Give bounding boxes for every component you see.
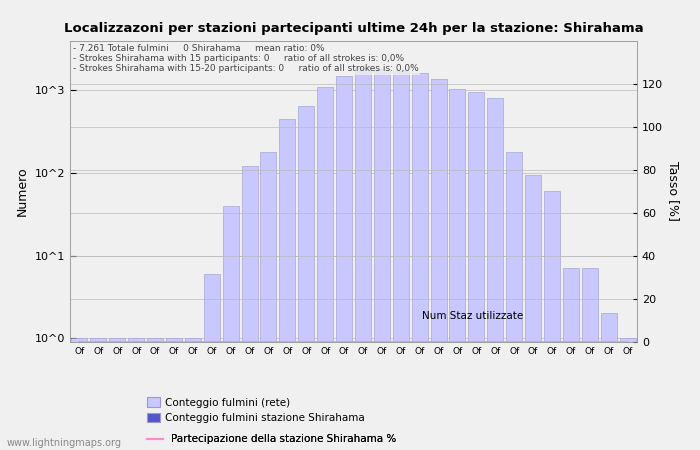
Bar <box>487 98 503 450</box>
Text: - 7.261 Totale fulmini     0 Shirahama     mean ratio: 0%
- Strokes Shirahama wi: - 7.261 Totale fulmini 0 Shirahama mean … <box>73 44 419 73</box>
Bar <box>412 73 428 450</box>
Bar <box>260 152 276 450</box>
Bar <box>166 338 182 450</box>
Legend: Partecipazione della stazione Shirahama %: Partecipazione della stazione Shirahama … <box>144 430 401 448</box>
Bar <box>393 71 409 450</box>
Bar <box>109 338 125 450</box>
Bar <box>90 338 106 450</box>
Bar <box>223 206 239 450</box>
Bar <box>336 76 352 450</box>
Title: Localizzazoni per stazioni partecipanti ultime 24h per la stazione: Shirahama: Localizzazoni per stazioni partecipanti … <box>64 22 643 35</box>
Bar <box>582 268 598 450</box>
Bar <box>601 313 617 450</box>
Bar <box>620 338 636 450</box>
Bar <box>71 338 88 450</box>
Bar <box>317 87 333 450</box>
Bar <box>544 191 560 450</box>
Bar <box>430 80 447 450</box>
Bar <box>355 68 371 450</box>
Bar <box>449 89 466 450</box>
Bar <box>563 268 579 450</box>
Y-axis label: Tasso [%]: Tasso [%] <box>666 161 680 221</box>
Bar <box>185 338 201 450</box>
Bar <box>147 338 163 450</box>
Bar <box>506 152 522 450</box>
Bar <box>468 92 484 450</box>
Bar <box>525 175 541 450</box>
Bar <box>128 338 144 450</box>
Bar <box>279 119 295 450</box>
Bar <box>241 166 258 450</box>
Text: www.lightningmaps.org: www.lightningmaps.org <box>7 438 122 448</box>
Bar <box>374 69 390 450</box>
Text: Num Staz utilizzate: Num Staz utilizzate <box>421 311 523 321</box>
Bar <box>298 106 314 450</box>
Bar <box>204 274 220 450</box>
Y-axis label: Numero: Numero <box>16 166 29 216</box>
